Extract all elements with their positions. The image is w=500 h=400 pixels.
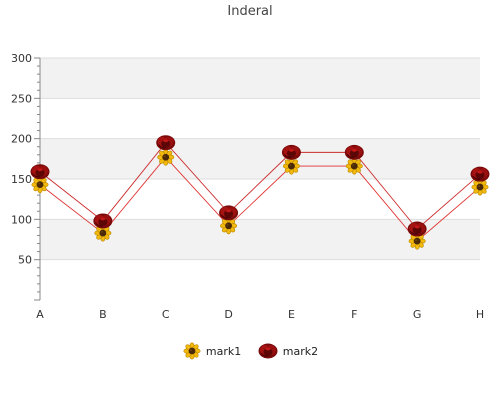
rose-icon (257, 343, 278, 359)
x-tick-label: A (36, 308, 44, 321)
point-mark1[interactable] (157, 148, 175, 166)
chart-title: Inderal (227, 4, 273, 19)
y-tick-label: 100 (11, 213, 32, 226)
gridlines (40, 57, 480, 261)
y-tick-label: 300 (11, 52, 32, 65)
legend: mark1 mark2 (0, 341, 500, 364)
x-tick-label: B (99, 308, 107, 321)
series-line-mark1 (39, 156, 481, 242)
axes: 50 100 150 200 250 300 A B C D E F G H (11, 52, 484, 321)
plot-band (40, 138, 480, 179)
legend-label-mark2: mark2 (282, 344, 319, 358)
y-tick-label: 200 (11, 133, 32, 146)
point-mark2[interactable] (281, 144, 302, 161)
series-lines (39, 142, 481, 242)
legend-item-mark1[interactable]: mark1 (182, 341, 241, 361)
point-mark1[interactable] (282, 157, 301, 175)
point-mark2[interactable] (344, 144, 365, 161)
plot-bands (40, 58, 480, 260)
point-mark2[interactable] (407, 221, 428, 237)
sunflower-icon (183, 342, 201, 360)
x-tick-label: H (476, 308, 484, 321)
point-mark2[interactable] (155, 134, 176, 151)
y-tick-label: 250 (11, 92, 32, 105)
x-tick-label: G (413, 308, 422, 321)
point-mark2[interactable] (218, 204, 239, 221)
point-mark2[interactable] (92, 213, 113, 229)
legend-item-mark2[interactable]: mark2 (257, 341, 318, 361)
plot-band (40, 219, 480, 260)
x-tick-label: F (351, 308, 357, 321)
y-tick-label: 50 (18, 254, 32, 267)
y-tick-label: 150 (11, 173, 32, 186)
series-line-mark2 (39, 142, 481, 230)
x-tick-label: D (224, 308, 232, 321)
point-mark2[interactable] (470, 166, 490, 183)
point-mark2[interactable] (30, 163, 50, 180)
x-tick-label: E (288, 308, 295, 321)
x-tick-label: C (162, 308, 170, 321)
legend-label-mark1: mark1 (205, 344, 242, 358)
point-mark1[interactable] (345, 157, 363, 175)
plot-band (40, 58, 480, 99)
